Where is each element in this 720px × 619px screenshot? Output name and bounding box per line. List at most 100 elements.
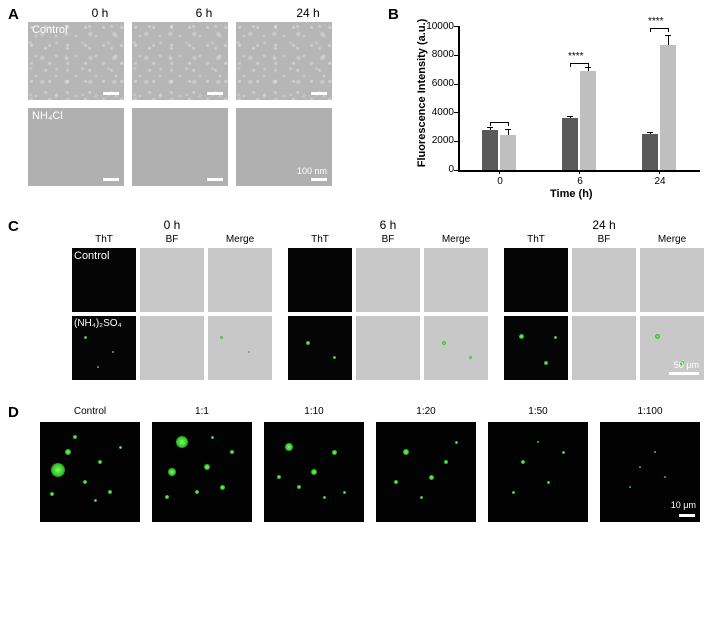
fluor-image <box>356 316 420 380</box>
droplet-icon <box>629 486 631 488</box>
fluor-image <box>504 248 568 312</box>
y-axis-title: Fluorescence Intensity (a.u.) <box>416 18 428 168</box>
scale-bar <box>311 92 327 95</box>
scale-bar <box>311 178 327 181</box>
y-tick <box>454 141 458 142</box>
x-axis-title: Time (h) <box>550 188 593 200</box>
droplet-icon <box>323 496 326 499</box>
x-tick-label: 24 <box>652 176 668 187</box>
panel-d-cond-4: 1:50 <box>488 406 588 417</box>
panel-d-cond-1: 1:1 <box>152 406 252 417</box>
y-tick <box>454 84 458 85</box>
bar-light <box>500 135 516 170</box>
fluor-image <box>504 316 568 380</box>
y-tick <box>454 112 458 113</box>
x-tick-label: 6 <box>572 176 588 187</box>
panel-c-ch-1: BF <box>572 234 636 245</box>
droplet-icon <box>94 499 97 502</box>
y-tick-label: 4000 <box>426 107 454 118</box>
err-bar <box>588 68 589 71</box>
droplet-icon <box>333 356 336 359</box>
x-tick <box>579 170 580 174</box>
bar-light <box>660 45 676 170</box>
em-image <box>132 108 228 186</box>
scale-bar <box>679 514 695 517</box>
fluor-image <box>40 422 140 522</box>
droplet-icon <box>97 366 99 368</box>
bar-chart: 0 2000 4000 6000 8000 10000 0 6 24 **** … <box>410 18 706 198</box>
droplet-icon <box>165 495 169 499</box>
err-bar <box>650 133 651 134</box>
sig-label: **** <box>648 16 664 27</box>
fluor-image <box>140 316 204 380</box>
droplet-icon <box>306 341 310 345</box>
sig-bracket <box>570 63 571 67</box>
err-bar <box>508 130 509 135</box>
droplet-icon <box>195 490 199 494</box>
err-bar <box>490 128 491 130</box>
err-cap <box>665 35 671 36</box>
fluor-image <box>140 248 204 312</box>
bar-light <box>580 71 596 170</box>
y-tick-label: 6000 <box>426 78 454 89</box>
droplet-icon <box>211 436 214 439</box>
droplet-icon <box>554 336 557 339</box>
scale-text: 50 μm <box>674 360 699 370</box>
panel-c-time-0: 0 h <box>72 218 272 232</box>
panel-c-ch-1: BF <box>356 234 420 245</box>
fluor-image <box>288 316 352 380</box>
fluor-image <box>376 422 476 522</box>
droplet-icon <box>65 449 71 455</box>
sig-bracket <box>650 28 668 29</box>
panel-c-row-1: (NH₄)₂SO₄ <box>74 318 122 329</box>
droplet-icon <box>444 460 448 464</box>
droplet-icon <box>220 485 225 490</box>
panel-d-cond-5: 1:100 <box>600 406 700 417</box>
em-image: 100 nm <box>236 108 332 186</box>
panel-a-row-0: Control <box>32 24 67 36</box>
droplet-icon <box>277 475 281 479</box>
droplet-icon <box>285 443 293 451</box>
droplet-icon <box>332 450 337 455</box>
x-tick <box>659 170 660 174</box>
panel-a-row-1: NH₄Cl <box>32 110 63 122</box>
droplet-icon <box>547 481 550 484</box>
droplet-icon <box>655 334 660 339</box>
droplet-icon <box>176 436 188 448</box>
droplet-icon <box>73 435 77 439</box>
droplet-icon <box>297 485 301 489</box>
bar-dark <box>482 130 498 170</box>
fluor-image: 50 μm <box>640 316 704 380</box>
fluor-image <box>152 422 252 522</box>
panel-d-cond-2: 1:10 <box>264 406 364 417</box>
sig-bracket <box>668 28 669 32</box>
x-tick-label: 0 <box>492 176 508 187</box>
panel-a-time-1: 6 h <box>156 6 252 20</box>
err-cap <box>505 129 511 130</box>
droplet-icon <box>512 491 515 494</box>
sig-bracket <box>490 122 491 126</box>
fluor-image <box>356 248 420 312</box>
droplet-icon <box>83 480 87 484</box>
droplet-icon <box>544 361 548 365</box>
sig-bracket <box>490 122 508 123</box>
droplet-icon <box>248 351 250 353</box>
y-tick <box>454 26 458 27</box>
fluor-image <box>208 248 272 312</box>
err-cap <box>567 116 573 117</box>
sig-label: **** <box>568 51 584 62</box>
panel-c-time-1: 6 h <box>288 218 488 232</box>
sig-bracket <box>588 63 589 67</box>
sig-bracket <box>508 122 509 126</box>
droplet-icon <box>51 463 65 477</box>
panel-c-time-2: 24 h <box>504 218 704 232</box>
droplet-icon <box>562 451 565 454</box>
droplet-icon <box>403 449 409 455</box>
scale-bar <box>103 92 119 95</box>
sig-bracket <box>570 63 588 64</box>
droplet-icon <box>220 336 223 339</box>
droplet-icon <box>50 492 54 496</box>
panel-c-ch-0: ThT <box>504 234 568 245</box>
droplet-icon <box>343 491 346 494</box>
panel-c-ch-0: ThT <box>288 234 352 245</box>
